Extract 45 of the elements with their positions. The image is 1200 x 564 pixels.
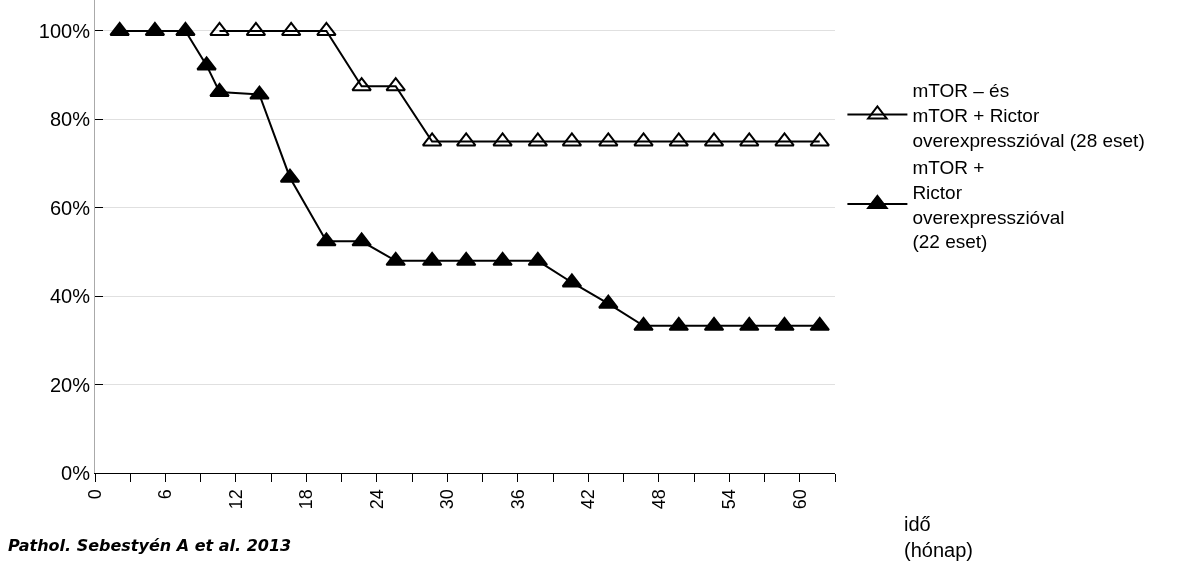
y-tick-label: 20% xyxy=(49,373,91,396)
point xyxy=(316,232,337,247)
x-tick-label: 42 xyxy=(578,489,599,510)
y-tick-label: 40% xyxy=(49,285,91,308)
point xyxy=(249,85,270,100)
x-tick-label: 0 xyxy=(84,489,105,500)
point xyxy=(598,132,619,147)
x-tick-label: 54 xyxy=(719,489,740,510)
point xyxy=(209,21,230,36)
point xyxy=(492,132,513,147)
point xyxy=(196,56,217,71)
text: Pathol. Sebestyén A et al. 2013 xyxy=(8,536,292,555)
point xyxy=(109,21,130,36)
y-tick-label: 60% xyxy=(49,196,91,219)
point xyxy=(633,132,654,147)
point xyxy=(175,21,196,36)
x-axis-title: idő (hónap) xyxy=(904,513,973,561)
x-tick-label: 18 xyxy=(296,489,317,510)
point xyxy=(385,77,406,92)
y-tick-label: 100% xyxy=(38,19,91,42)
x-tick-label: 12 xyxy=(225,489,246,510)
point xyxy=(809,316,830,331)
point xyxy=(598,294,619,309)
x-tick-label: 24 xyxy=(366,489,387,510)
x-tick-label: 36 xyxy=(507,489,528,510)
y-tick-label: 0% xyxy=(61,462,91,484)
point xyxy=(739,316,760,331)
y-tick-label: 80% xyxy=(49,108,91,131)
point xyxy=(809,132,830,147)
point xyxy=(774,132,795,147)
point xyxy=(316,21,337,36)
x-tick-label: 60 xyxy=(789,489,810,510)
point xyxy=(351,232,372,247)
point xyxy=(209,82,230,97)
point xyxy=(385,251,406,266)
x-tick-label: 30 xyxy=(437,489,458,510)
point xyxy=(633,316,654,331)
point xyxy=(774,316,795,331)
x-tick-label: 48 xyxy=(648,489,669,510)
point xyxy=(351,77,372,92)
point xyxy=(739,132,760,147)
legend-label: mTOR + Rictor overexpresszióval (22 eset) xyxy=(912,157,1065,253)
legend-label: mTOR – és mTOR + Rictor overexpresszióval (28 eset) xyxy=(912,80,1145,151)
x-tick-label: 6 xyxy=(155,489,176,500)
point xyxy=(492,251,513,266)
